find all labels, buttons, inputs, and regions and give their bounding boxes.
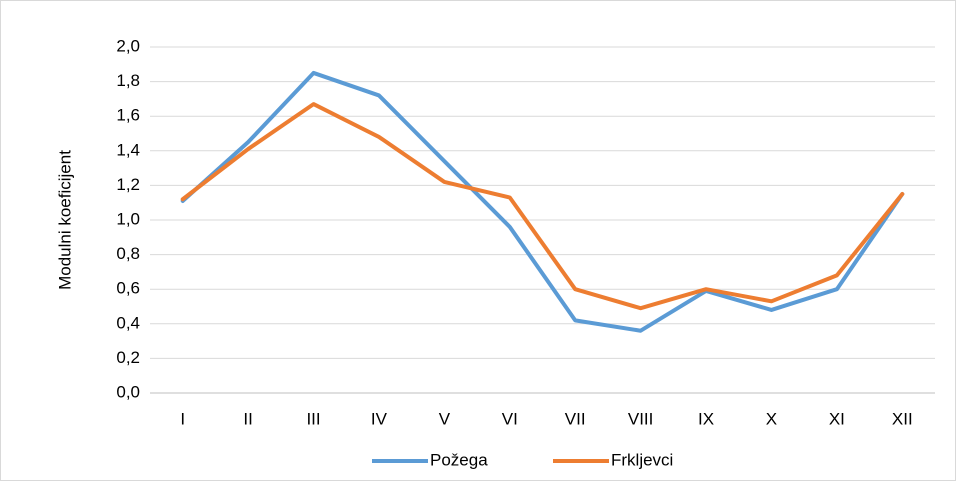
y-tick-label: 0,0	[116, 382, 140, 401]
x-tick-label: IV	[371, 409, 388, 428]
legend-label: Požega	[430, 450, 488, 469]
y-tick-label: 1,0	[116, 209, 140, 228]
x-tick-label: VI	[502, 409, 518, 428]
y-tick-label: 2,0	[116, 36, 140, 55]
x-tick-label: I	[180, 409, 185, 428]
y-axis-label: Modulni koeficijent	[55, 150, 74, 290]
x-tick-label: X	[766, 409, 777, 428]
y-tick-label: 1,6	[116, 106, 140, 125]
y-tick-label: 0,2	[116, 348, 140, 367]
y-tick-label: 0,6	[116, 279, 140, 298]
x-tick-label: II	[243, 409, 252, 428]
y-tick-label: 1,4	[116, 140, 140, 159]
y-tick-label: 1,2	[116, 175, 140, 194]
line-series	[180, 102, 905, 311]
x-tick-label: V	[439, 409, 451, 428]
legend-label: Frkljevci	[611, 450, 673, 469]
y-tick-label: 0,8	[116, 244, 140, 263]
x-tick-label: VII	[565, 409, 586, 428]
x-tick-label: IX	[698, 409, 714, 428]
line-series	[180, 70, 905, 333]
x-tick-label: XII	[892, 409, 913, 428]
y-tick-label: 0,4	[116, 313, 140, 332]
x-tick-label: VIII	[628, 409, 654, 428]
x-tick-label: XI	[829, 409, 845, 428]
y-tick-label: 1,8	[116, 71, 140, 90]
x-tick-label: III	[306, 409, 320, 428]
